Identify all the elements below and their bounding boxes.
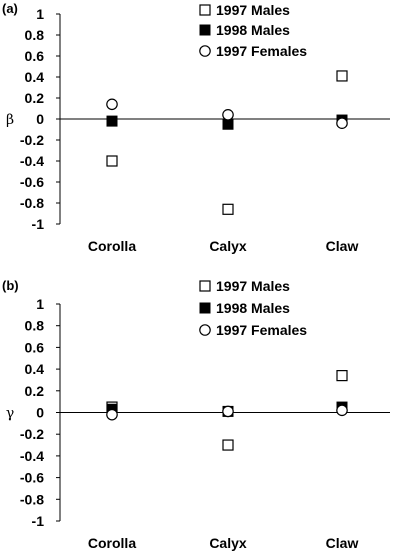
y-tick-label: -0.4 xyxy=(20,153,44,169)
chart-panel-b: (b) 1 0.8 0.6 0.4 0.2 0 -0.2 -0.4 -0.6 -0.8 -1 γ Coro… xyxy=(2,278,390,551)
y-tick-label: 0.4 xyxy=(25,361,45,377)
y-tick-label: -1 xyxy=(32,513,45,529)
y-tick-label: -0.4 xyxy=(20,448,44,464)
legend-marker-open-circle xyxy=(199,45,211,57)
data-point-filled-square-calyx xyxy=(222,118,234,130)
y-tick-label: 1 xyxy=(36,296,44,312)
y-tick-label: -0.8 xyxy=(20,195,44,211)
category-label-calyx: Calyx xyxy=(209,238,247,254)
y-axis-label: γ xyxy=(6,406,14,422)
y-tick-label: 0.6 xyxy=(25,48,45,64)
y-tick-label: 0.2 xyxy=(25,90,45,106)
legend-marker-filled-square xyxy=(199,302,211,314)
panel-label: (b) xyxy=(2,278,19,293)
y-tick-label: 0.8 xyxy=(25,27,45,43)
legend-marker-open-circle xyxy=(199,324,211,336)
y-tick-label: 0.8 xyxy=(25,318,45,334)
y-tick-label: -0.8 xyxy=(20,491,44,507)
chart-panel-a: (a) 1 0.8 0.6 0.4 0.2 0 -0.2 -0.4 -0.6 -0.8 -1 β Coro… xyxy=(2,1,390,254)
data-point-open-circle-corolla xyxy=(106,408,118,421)
data-point-open-circle-calyx xyxy=(222,405,234,418)
y-tick-label: 0.2 xyxy=(25,383,45,399)
legend-marker-open-square xyxy=(199,280,211,292)
data-point-open-square-corolla xyxy=(106,155,118,167)
category-label-claw: Claw xyxy=(326,238,359,254)
panel-label: (a) xyxy=(2,1,18,16)
legend-label: 1998 Males xyxy=(216,22,290,38)
data-point-filled-square-corolla xyxy=(106,115,118,127)
y-tick-label: 0.4 xyxy=(25,69,45,85)
y-tick-label: -0.2 xyxy=(20,132,44,148)
y-tick-label: -0.6 xyxy=(20,470,44,486)
legend-label: 1997 Females xyxy=(216,43,307,59)
legend-label: 1997 Males xyxy=(216,2,290,18)
data-point-open-square-claw xyxy=(336,70,348,82)
legend-marker-open-square xyxy=(199,4,211,16)
data-point-open-square-calyx xyxy=(222,439,234,451)
legend-label: 1998 Males xyxy=(216,300,290,316)
y-tick-label: 1 xyxy=(36,6,44,22)
data-point-open-circle-corolla xyxy=(106,98,118,111)
y-tick-label: -0.2 xyxy=(20,426,44,442)
y-tick-label: 0 xyxy=(36,111,44,127)
legend-marker-filled-square xyxy=(199,24,211,36)
data-point-open-square-calyx xyxy=(222,203,234,215)
category-label-corolla: Corolla xyxy=(88,238,136,254)
legend-label: 1997 Males xyxy=(216,278,290,294)
category-label-calyx: Calyx xyxy=(209,535,247,551)
y-tick-label: -0.6 xyxy=(20,174,44,190)
data-point-open-square-claw xyxy=(336,370,348,382)
data-point-open-circle-claw xyxy=(336,404,348,417)
data-point-open-circle-claw xyxy=(336,117,348,129)
data-point-open-circle-calyx xyxy=(222,109,234,121)
legend-label: 1997 Females xyxy=(216,322,307,338)
y-tick-label: 0 xyxy=(36,405,44,421)
y-tick-label: -1 xyxy=(32,216,45,232)
y-tick-label: 0.6 xyxy=(25,339,45,355)
y-axis-label: β xyxy=(6,112,14,128)
category-label-claw: Claw xyxy=(326,535,359,551)
category-label-corolla: Corolla xyxy=(88,535,136,551)
